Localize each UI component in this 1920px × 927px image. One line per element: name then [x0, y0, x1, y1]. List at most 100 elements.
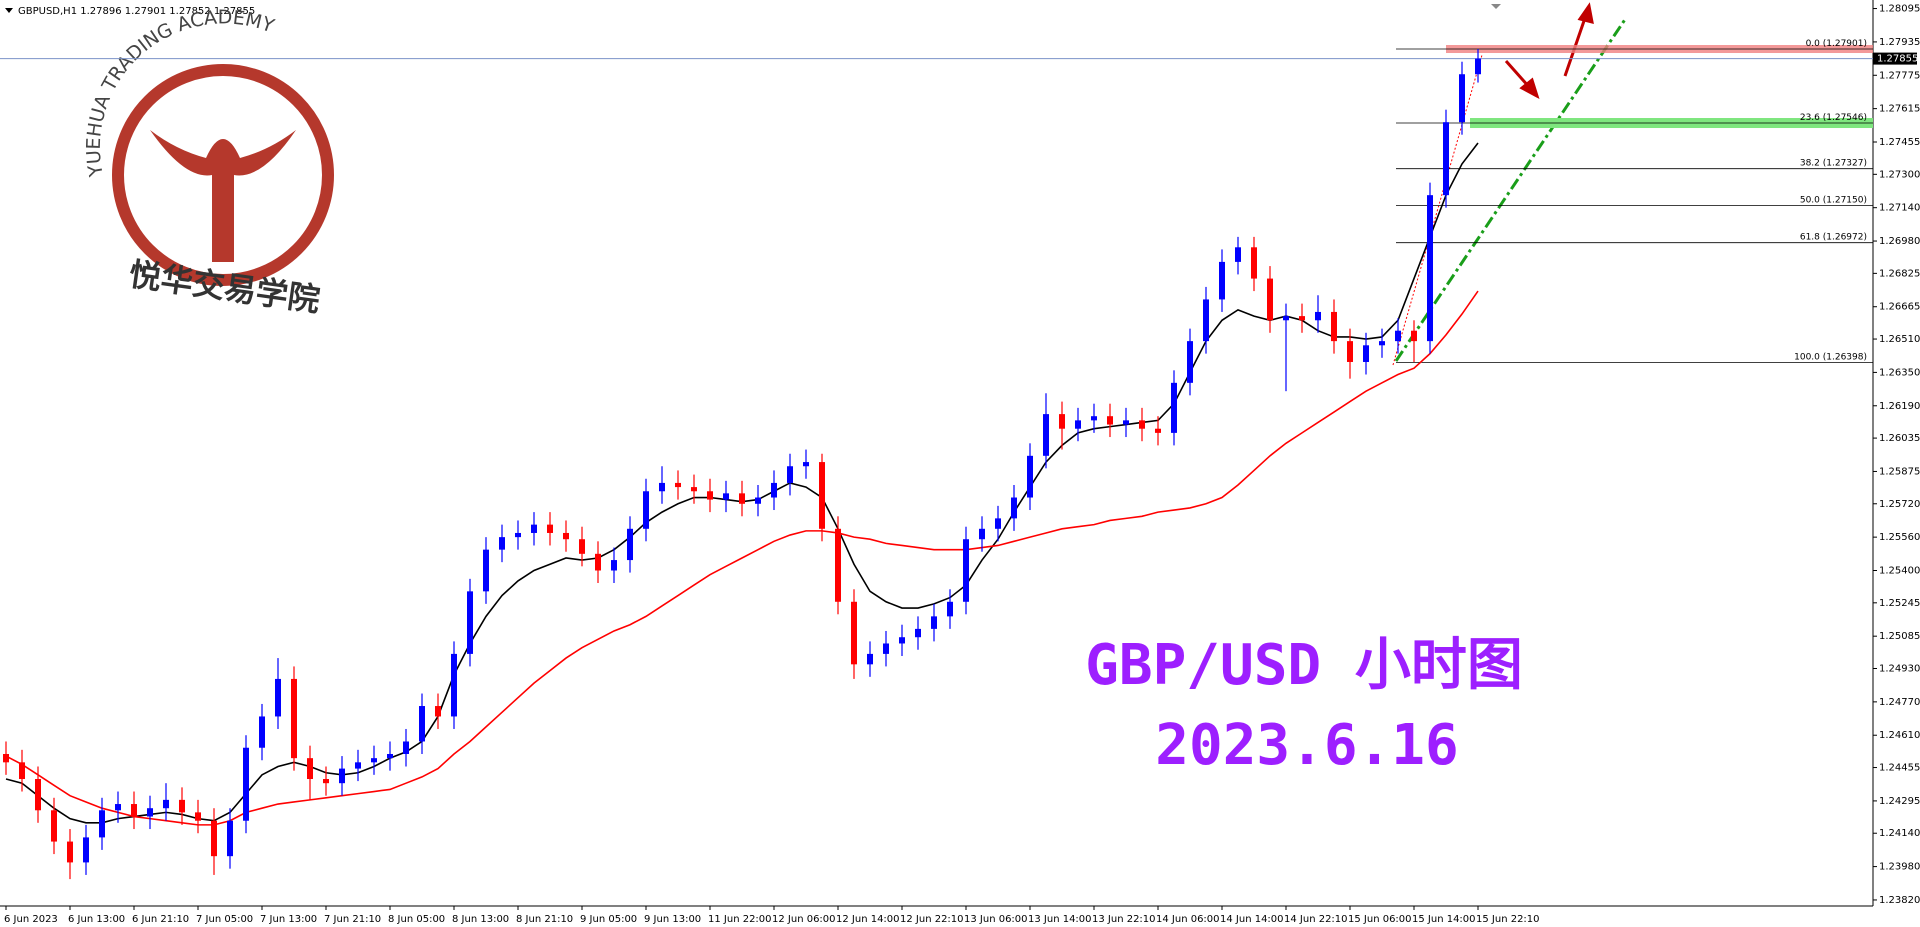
candle-body — [131, 804, 137, 817]
candle-body — [995, 518, 1001, 529]
fib-label: 0.0 (1.27901) — [1806, 39, 1867, 49]
candle-body — [1315, 311, 1321, 321]
candle-body — [403, 741, 409, 754]
x-tick-label: 14 Jun 22:10 — [1284, 914, 1348, 925]
x-tick-label: 8 Jun 13:00 — [452, 914, 509, 925]
candle-body — [531, 524, 537, 533]
candle-body — [611, 560, 617, 571]
candle-body — [339, 768, 345, 784]
x-tick-label: 12 Jun 22:10 — [900, 914, 964, 925]
candle-body — [931, 616, 937, 629]
candle-body — [67, 841, 73, 863]
fib-label: 23.6 (1.27546) — [1800, 113, 1867, 123]
y-tick-label: 1.26665 — [1879, 302, 1920, 313]
x-tick-label: 6 Jun 13:00 — [68, 914, 125, 925]
fib-label: 100.0 (1.26398) — [1794, 352, 1867, 362]
y-tick-label: 1.25560 — [1879, 532, 1920, 543]
y-tick-label: 1.24770 — [1879, 697, 1920, 708]
chart-header: GBPUSD,H1 1.27896 1.27901 1.27852 1.2785… — [18, 6, 255, 17]
y-tick-label: 1.28095 — [1879, 4, 1920, 15]
candle-body — [851, 601, 857, 665]
y-tick-label: 1.24455 — [1879, 763, 1920, 774]
candle-body — [179, 799, 185, 813]
y-tick-label: 1.25400 — [1879, 565, 1920, 576]
candle-body — [1363, 345, 1369, 362]
candle-body — [1267, 278, 1273, 321]
y-tick-label: 1.27935 — [1879, 37, 1920, 48]
candle-body — [211, 820, 217, 857]
candle-body — [355, 762, 361, 769]
candle-body — [579, 539, 585, 554]
x-tick-label: 14 Jun 14:00 — [1220, 914, 1284, 925]
candle-body — [947, 601, 953, 617]
candle-body — [979, 528, 985, 540]
candle-body — [1379, 341, 1385, 346]
y-tick-label: 1.27615 — [1879, 104, 1920, 115]
y-tick-label: 1.23820 — [1879, 895, 1920, 906]
y-tick-label: 1.24295 — [1879, 796, 1920, 807]
candle-body — [387, 753, 393, 759]
y-tick-label: 1.24930 — [1879, 664, 1920, 675]
candle-body — [1331, 311, 1337, 342]
candle-body — [243, 747, 249, 821]
x-tick-label: 15 Jun 06:00 — [1348, 914, 1412, 925]
y-tick-label: 1.23980 — [1879, 862, 1920, 873]
x-tick-label: 6 Jun 21:10 — [132, 914, 189, 925]
candle-body — [435, 706, 441, 717]
candle-body — [643, 491, 649, 529]
candle-body — [259, 716, 265, 748]
candle-body — [3, 753, 9, 763]
x-tick-label: 8 Jun 05:00 — [388, 914, 445, 925]
arrow-head — [1519, 77, 1540, 100]
candle-body — [1075, 420, 1081, 429]
candle-body — [739, 493, 745, 504]
candle-body — [1107, 416, 1113, 425]
candle-body — [1347, 341, 1353, 362]
y-tick-label: 1.25875 — [1879, 466, 1920, 477]
candle-body — [867, 653, 873, 665]
candle-body — [307, 758, 313, 780]
price-label: 1.27855 — [1877, 54, 1918, 65]
candle-body — [1027, 455, 1033, 498]
candle-body — [1043, 414, 1049, 456]
candle-body — [291, 678, 297, 759]
candle-body — [1139, 420, 1145, 429]
candle-body — [659, 482, 665, 492]
x-tick-label: 7 Jun 05:00 — [196, 914, 253, 925]
candle-body — [819, 462, 825, 529]
candle-body — [451, 653, 457, 717]
y-tick-label: 1.26980 — [1879, 236, 1920, 247]
candle-body — [1475, 58, 1481, 75]
candle-body — [371, 758, 377, 763]
candle-body — [275, 678, 281, 717]
candle-body — [227, 820, 233, 857]
candle-body — [515, 532, 521, 538]
candle-body — [1459, 74, 1465, 123]
x-tick-label: 13 Jun 06:00 — [964, 914, 1028, 925]
x-tick-label: 13 Jun 22:10 — [1092, 914, 1156, 925]
candle-body — [787, 466, 793, 483]
candle-body — [883, 643, 889, 654]
candle-body — [803, 462, 809, 467]
candle-body — [755, 497, 761, 504]
moving-average — [5, 290, 1479, 826]
y-tick-label: 1.27455 — [1879, 137, 1920, 148]
candle-body — [195, 812, 201, 821]
y-tick-label: 1.24610 — [1879, 730, 1920, 741]
y-tick-label: 1.27300 — [1879, 169, 1920, 180]
candle-body — [1251, 247, 1257, 279]
candle-body — [1299, 316, 1305, 321]
candle-body — [963, 539, 969, 602]
candle-body — [83, 837, 89, 863]
candle-body — [595, 553, 601, 571]
y-tick-label: 1.27775 — [1879, 70, 1920, 81]
x-tick-label: 6 Jun 2023 — [4, 914, 58, 925]
candle-body — [835, 528, 841, 602]
candle-body — [915, 628, 921, 638]
candle-body — [467, 591, 473, 654]
x-tick-label: 8 Jun 21:10 — [516, 914, 573, 925]
candle-body — [1011, 497, 1017, 519]
y-tick-label: 1.26825 — [1879, 268, 1920, 279]
candle-body — [563, 532, 569, 540]
